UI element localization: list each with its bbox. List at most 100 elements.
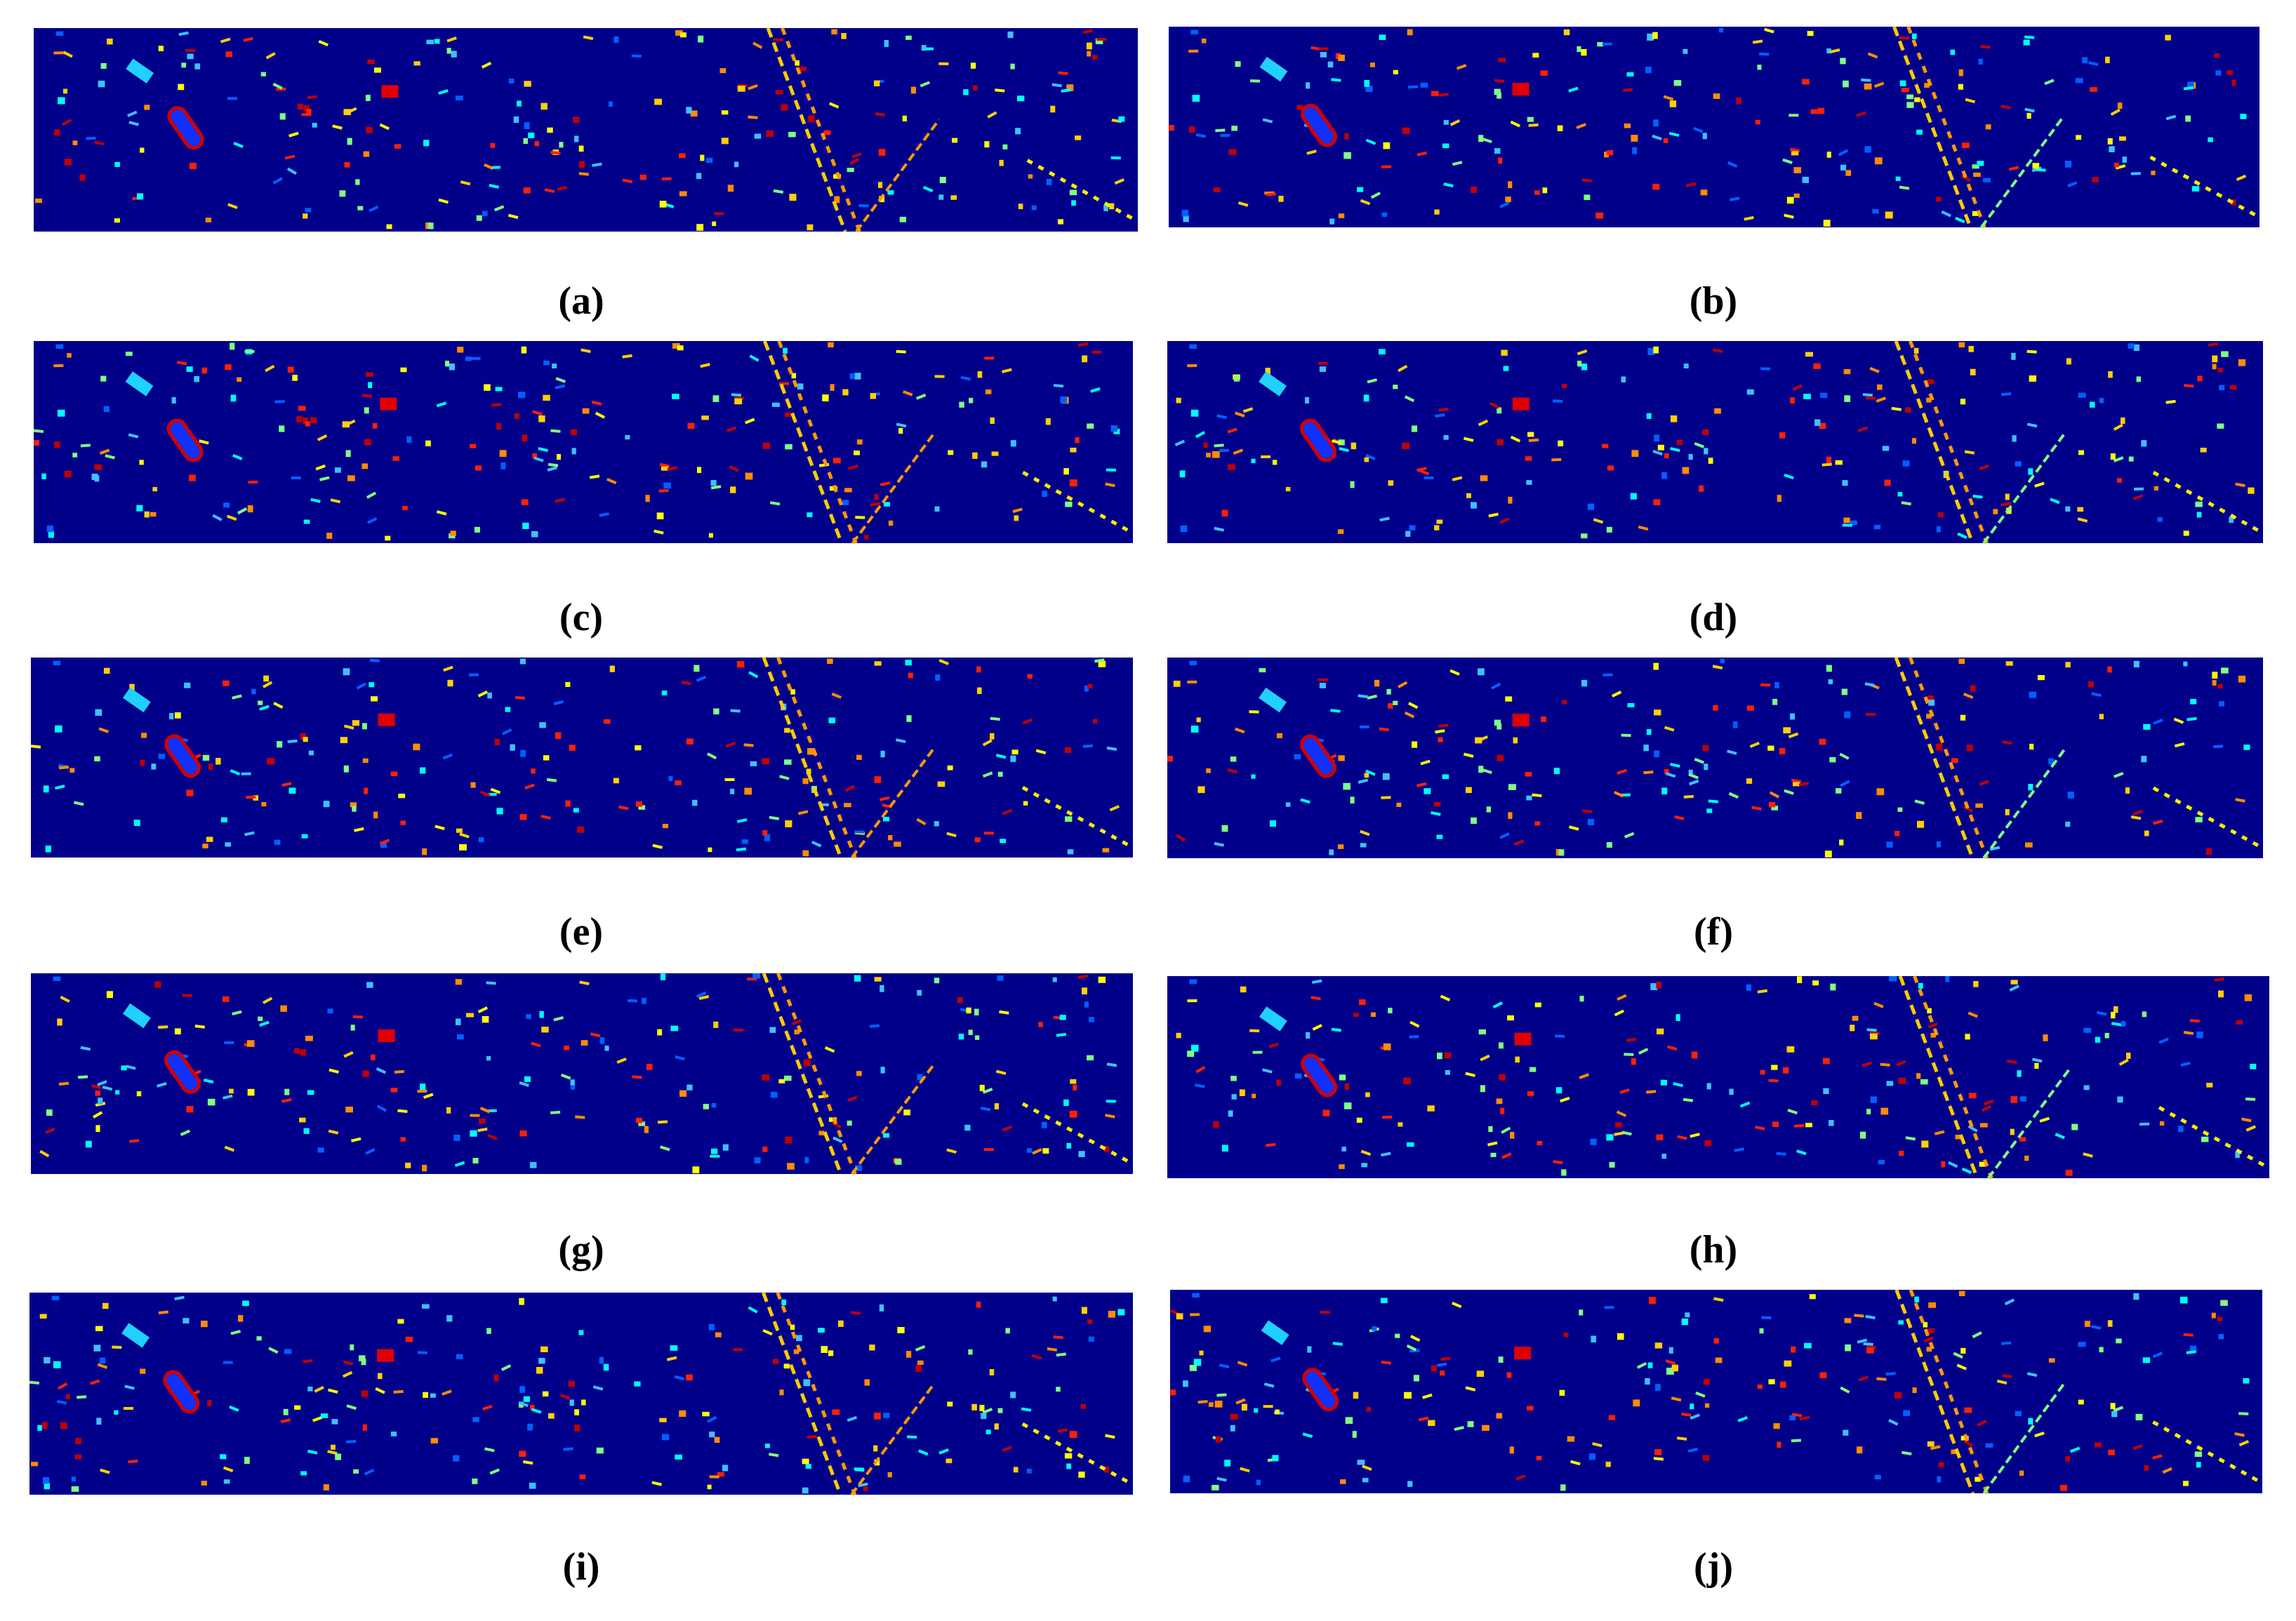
- speckle: [171, 396, 176, 403]
- speckle: [128, 1459, 138, 1464]
- speckle: [2217, 683, 2223, 689]
- speckle: [1357, 1460, 1365, 1465]
- speckle: [583, 35, 594, 41]
- speckle: [2183, 86, 2194, 91]
- speckle: [1215, 128, 1226, 133]
- speckle: [1862, 393, 1873, 397]
- speckle: [2108, 371, 2113, 378]
- speckle: [202, 754, 210, 761]
- speckle: [1649, 1297, 1656, 1305]
- speckle: [823, 130, 831, 135]
- speckle: [1063, 468, 1069, 475]
- speckle: [1475, 737, 1482, 744]
- speckle: [1540, 70, 1548, 76]
- speckle: [762, 442, 771, 449]
- speckle: [1614, 1009, 1625, 1017]
- speckle: [762, 1329, 773, 1336]
- road: [2149, 155, 2261, 219]
- speckle: [1506, 1372, 1512, 1378]
- speckle: [44, 1357, 51, 1363]
- speckle: [423, 1093, 434, 1099]
- speckle: [1873, 81, 1885, 88]
- speckle: [241, 772, 251, 775]
- speckle: [915, 1365, 922, 1372]
- speckle: [1529, 1067, 1537, 1072]
- speckle: [72, 140, 78, 145]
- speckle: [1872, 209, 1879, 214]
- speckle: [2214, 53, 2219, 58]
- speckle: [494, 738, 500, 746]
- speckle: [479, 790, 491, 797]
- speckle: [2067, 792, 2074, 799]
- speckle: [272, 82, 283, 90]
- speckle: [1972, 211, 1978, 216]
- speckle: [1653, 119, 1659, 127]
- speckle: [515, 695, 526, 700]
- speckle: [700, 154, 705, 161]
- speckle: [1087, 683, 1093, 689]
- speckle: [477, 690, 489, 698]
- speckle: [1367, 694, 1378, 700]
- speckle: [1452, 1302, 1462, 1309]
- speckle: [659, 201, 667, 208]
- speckle: [1676, 1436, 1687, 1441]
- speckle: [1407, 1481, 1413, 1487]
- speckle: [1361, 1163, 1368, 1168]
- speckle: [194, 376, 200, 382]
- speckle: [1880, 1107, 1889, 1115]
- speckle: [174, 1295, 185, 1301]
- speckle: [888, 835, 893, 841]
- speckle: [855, 1165, 862, 1171]
- speckle: [1759, 1328, 1764, 1334]
- speckle: [1393, 69, 1398, 74]
- speckle: [523, 138, 529, 145]
- speckle: [991, 451, 999, 456]
- speckle: [1527, 432, 1534, 437]
- speckle: [1215, 1436, 1222, 1443]
- speckle: [2245, 1097, 2256, 1101]
- speckle: [807, 512, 813, 517]
- speckle: [1941, 210, 1951, 218]
- speckle: [1442, 774, 1449, 780]
- speckle: [570, 1079, 575, 1086]
- speckle: [797, 383, 804, 390]
- speckle: [476, 215, 482, 221]
- speckle: [1536, 1455, 1542, 1460]
- speckle: [422, 1304, 430, 1309]
- road: [2152, 786, 2264, 850]
- speckle: [1730, 196, 1740, 201]
- speckle: [1471, 502, 1477, 509]
- speckle: [206, 836, 213, 842]
- speckle: [2043, 1034, 2048, 1041]
- speckle: [963, 89, 969, 95]
- speckle: [1412, 741, 1418, 748]
- speckle: [346, 1404, 357, 1410]
- speckle: [722, 1465, 729, 1472]
- speckle: [303, 1128, 310, 1134]
- speckle: [553, 1016, 564, 1022]
- speckle: [1480, 1054, 1490, 1062]
- speckle: [1358, 778, 1369, 784]
- speckle: [1214, 1401, 1223, 1408]
- speckle: [1365, 86, 1373, 92]
- speckle: [223, 1479, 230, 1484]
- speckle: [639, 174, 646, 180]
- building: [122, 687, 151, 713]
- speckle: [1228, 1110, 1233, 1117]
- speckle: [1558, 440, 1564, 446]
- speckle: [1632, 147, 1638, 154]
- speckle: [581, 1399, 586, 1406]
- speckle: [1176, 397, 1181, 403]
- speckle: [1199, 1350, 1204, 1356]
- speckle: [53, 51, 64, 55]
- road: [1894, 657, 1975, 859]
- speckle: [1259, 668, 1266, 673]
- speckle: [574, 1425, 580, 1432]
- speckle: [714, 212, 724, 215]
- speckle: [1809, 1294, 1816, 1300]
- speckle: [2141, 440, 2147, 447]
- speckle: [307, 1387, 313, 1392]
- speckle: [482, 211, 488, 216]
- speckle: [1787, 1109, 1798, 1115]
- building: [1512, 83, 1529, 96]
